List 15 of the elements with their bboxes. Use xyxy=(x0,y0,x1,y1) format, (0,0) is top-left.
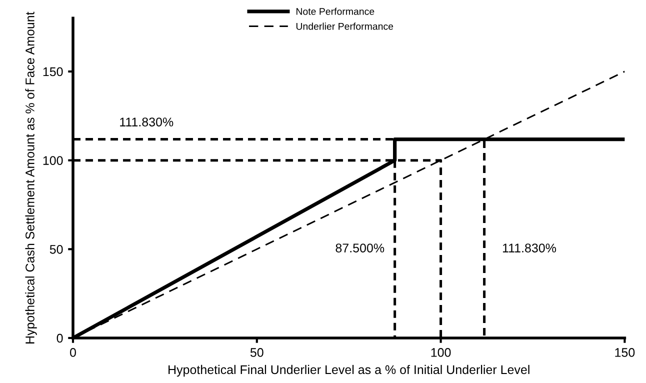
x-axis-title: Hypothetical Final Underlier Level as a % of Initial Underlier Level xyxy=(168,364,530,377)
annotation: 111.830% xyxy=(502,244,556,252)
annotation: 111.830% xyxy=(120,118,174,126)
legend-label: Underlier Performance xyxy=(296,22,394,30)
y-tick-label: 50 xyxy=(50,244,63,254)
x-tick-label: 150 xyxy=(615,348,635,357)
x-tick-label: 0 xyxy=(70,348,76,357)
y-tick-label: 150 xyxy=(43,67,63,76)
y-tick-label: 100 xyxy=(43,156,63,165)
y-tick-label: 0 xyxy=(56,334,63,343)
legend-label: Note Performance xyxy=(296,8,374,15)
annotation: 87.500% xyxy=(336,244,384,252)
x-tick-label: 50 xyxy=(250,348,264,357)
x-tick-label: 100 xyxy=(431,348,451,357)
y-axis-title: Hypothetical Cash Settlement Amount as % of Face Amount xyxy=(25,12,37,344)
